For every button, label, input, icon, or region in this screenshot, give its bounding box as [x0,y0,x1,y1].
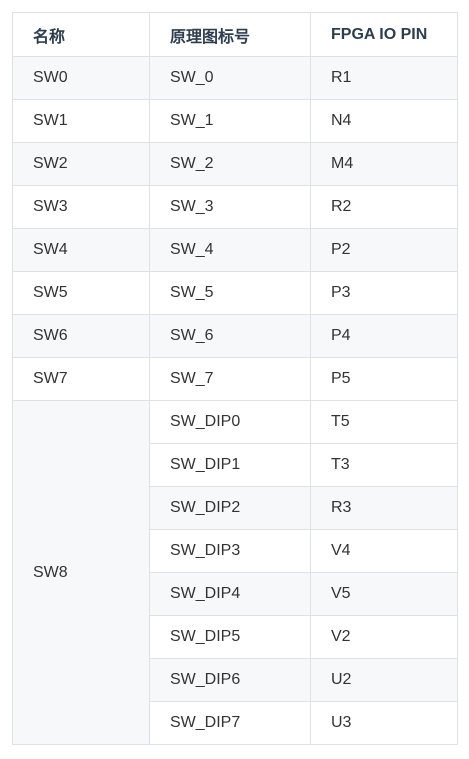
table-row: SW_DIP2 R3 [13,486,458,530]
schematic-label-cell: SW_0 [149,56,311,100]
pin-mapping-table: 名称 原理图标号 FPGA IO PIN SW0 SW_0 R1 SW1 SW_1 N4 S… [12,12,458,745]
pin-table-container: 名称 原理图标号 FPGA IO PIN SW0 SW_0 R1 SW1 SW_1 N4 S… [12,12,458,745]
schematic-label-cell: SW_5 [149,271,311,315]
table-row: SW_DIP7 U3 [13,701,458,745]
name-cell: SW4 [12,228,150,272]
schematic-label-cell: SW_DIP4 [149,572,311,616]
fpga-pin-cell: P4 [310,314,458,358]
table-row: SW_DIP4 V5 [13,572,458,616]
table-header: 名称 原理图标号 FPGA IO PIN [12,12,458,57]
fpga-pin-cell: U2 [310,658,458,702]
name-cell: SW6 [12,314,150,358]
schematic-label-cell: SW_3 [149,185,311,229]
table-row: SW2 SW_2 M4 [12,142,458,186]
table-row: SW1 SW_1 N4 [12,99,458,143]
table-row: SW_DIP6 U2 [13,658,458,702]
table-row: SW_DIP5 V2 [13,615,458,659]
schematic-label-cell: SW_6 [149,314,311,358]
table-row: SW_DIP1 T3 [13,443,458,487]
fpga-pin-cell: P5 [310,357,458,401]
schematic-label-cell: SW_DIP7 [149,701,311,745]
header-row: 名称 原理图标号 FPGA IO PIN [12,12,458,57]
fpga-pin-cell: V5 [310,572,458,616]
header-name: 名称 [12,12,150,57]
schematic-label-cell: SW_DIP5 [149,615,311,659]
fpga-pin-cell: T3 [310,443,458,487]
schematic-label-cell: SW_2 [149,142,311,186]
fpga-pin-cell: R1 [310,56,458,100]
fpga-pin-cell: P3 [310,271,458,315]
name-cell: SW3 [12,185,150,229]
schematic-label-cell: SW_7 [149,357,311,401]
schematic-label-cell: SW_DIP2 [149,486,311,530]
schematic-label-cell: SW_4 [149,228,311,272]
fpga-pin-cell: R2 [310,185,458,229]
name-cell: SW0 [12,56,150,100]
fpga-pin-cell: N4 [310,99,458,143]
table-row: SW5 SW_5 P3 [12,271,458,315]
schematic-label-cell: SW_1 [149,99,311,143]
schematic-label-cell: SW_DIP1 [149,443,311,487]
schematic-label-cell: SW_DIP0 [149,400,311,444]
schematic-label-cell: SW_DIP6 [149,658,311,702]
schematic-label-cell: SW_DIP3 [149,529,311,573]
fpga-pin-cell: U3 [310,701,458,745]
fpga-pin-cell: M4 [310,142,458,186]
table-row: SW0 SW_0 R1 [12,56,458,100]
name-cell-merged: SW8 [12,400,150,745]
table-row: SW_DIP3 V4 [13,529,458,573]
fpga-pin-cell: P2 [310,228,458,272]
fpga-pin-cell: R3 [310,486,458,530]
fpga-pin-cell: V4 [310,529,458,573]
name-cell: SW7 [12,357,150,401]
table-row: SW8 SW_DIP0 T5 [12,400,458,745]
fpga-pin-cell: V2 [310,615,458,659]
name-cell: SW5 [12,271,150,315]
table-row: SW7 SW_7 P5 [12,357,458,401]
name-cell: SW1 [12,99,150,143]
header-schematic-label: 原理图标号 [149,12,311,57]
fpga-pin-cell: T5 [310,400,458,444]
table-row: SW3 SW_3 R2 [12,185,458,229]
table-row: SW4 SW_4 P2 [12,228,458,272]
table-body: SW0 SW_0 R1 SW1 SW_1 N4 SW2 SW_2 M4 SW3 SW_3 R2 SW4 S… [12,56,458,745]
header-fpga-pin: FPGA IO PIN [310,12,458,57]
name-cell: SW2 [12,142,150,186]
table-row: SW6 SW_6 P4 [12,314,458,358]
